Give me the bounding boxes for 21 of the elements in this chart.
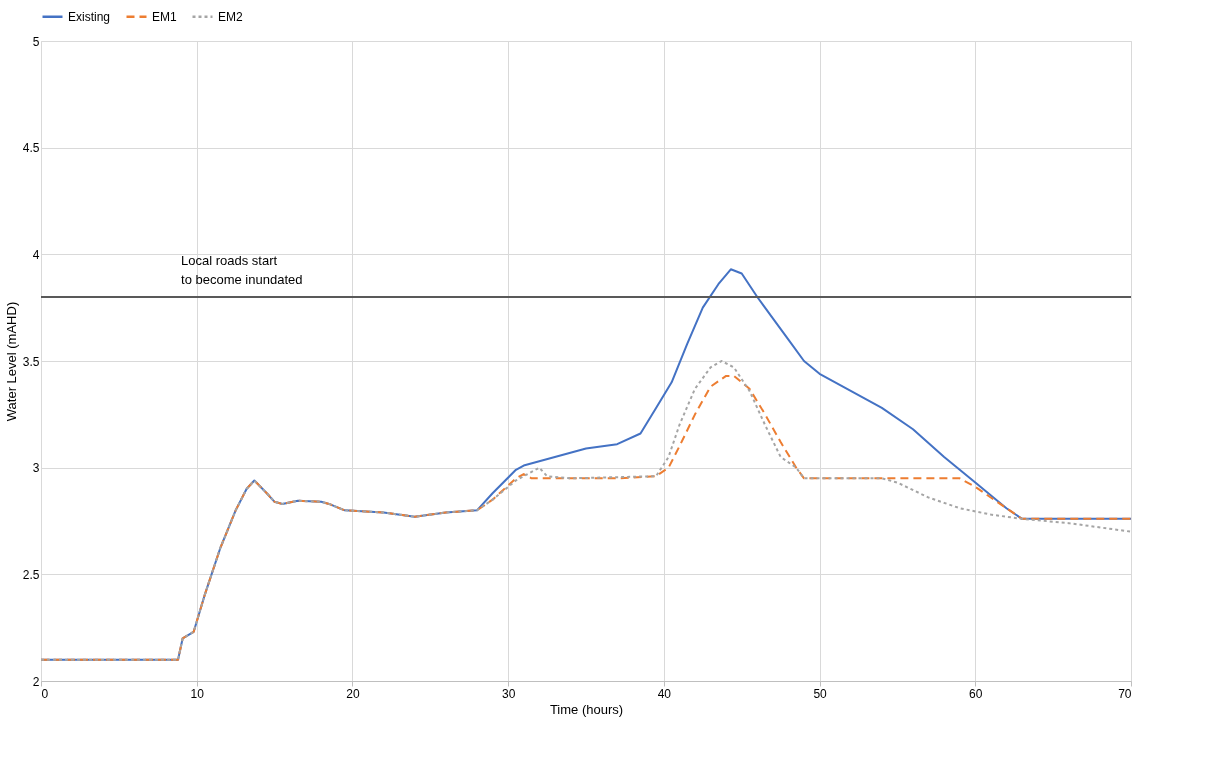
x-tick-label: 30 <box>501 686 516 701</box>
x-tick-label: 60 <box>969 686 983 701</box>
y-tick-label: 5 <box>32 34 40 49</box>
y-tick-label: 3.5 <box>22 354 40 369</box>
x-tick-label: 40 <box>657 686 672 701</box>
y-axis-title: Water Level (mAHD) <box>3 301 19 422</box>
y-tick-label: 4 <box>32 247 40 262</box>
y-tick-label: 2 <box>32 674 40 689</box>
x-tick-label: 50 <box>813 686 828 701</box>
y-tick-label: 4.5 <box>22 141 40 156</box>
legend-label: EM1 <box>152 9 177 24</box>
legend-label: EM2 <box>218 9 243 24</box>
x-tick-label: 0 <box>41 686 49 701</box>
y-tick-label: 2.5 <box>22 567 40 582</box>
x-tick-label: 10 <box>190 686 205 701</box>
x-tick-label: 20 <box>346 686 360 701</box>
x-axis-title: Time (hours) <box>549 701 624 717</box>
ref-line-label: Local roads start to become inundated <box>181 253 303 287</box>
legend-label: Existing <box>68 9 111 24</box>
y-tick-label: 3 <box>32 461 40 476</box>
x-tick-label: 70 <box>1118 686 1132 701</box>
